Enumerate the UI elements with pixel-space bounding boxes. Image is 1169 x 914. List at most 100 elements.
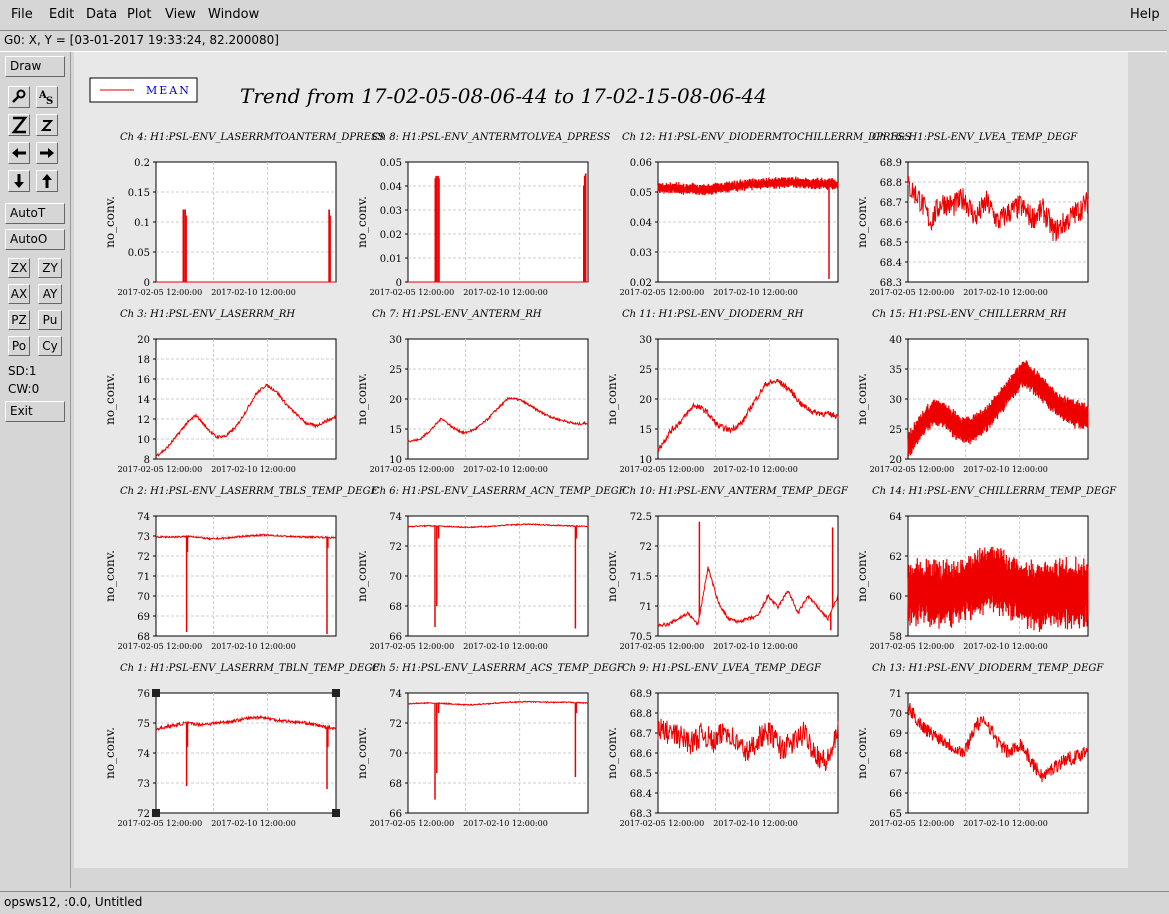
y-axis-label: no_conv. bbox=[355, 550, 369, 602]
y-tick-label: 68.7 bbox=[630, 729, 652, 740]
series-mean-line bbox=[907, 546, 1089, 632]
arrow-left-icon[interactable] bbox=[8, 142, 30, 164]
x-tick-label: 2017-02-05 12:00:00 bbox=[870, 288, 955, 297]
y-axis-label: no_conv. bbox=[103, 196, 117, 248]
status-bar: opsws12, :0.0, Untitled bbox=[0, 891, 1169, 914]
chart-title: Ch 12: H1:PSL-ENV_DIODERMTOCHILLERRM_DPR… bbox=[622, 132, 911, 143]
exit-button[interactable]: Exit bbox=[5, 401, 65, 422]
y-tick-label: 15 bbox=[639, 425, 652, 436]
pu-button[interactable]: Pu bbox=[38, 310, 62, 330]
cy-button[interactable]: Cy bbox=[38, 336, 62, 356]
y-tick-label: 0.2 bbox=[134, 158, 150, 169]
y-tick-label: 58 bbox=[889, 632, 902, 643]
y-tick-label: 20 bbox=[889, 455, 902, 466]
x-tick-label: 2017-02-10 12:00:00 bbox=[463, 288, 548, 297]
y-tick-label: 69 bbox=[889, 729, 902, 740]
y-axis-label: no_conv. bbox=[855, 550, 869, 602]
x-tick-label: 2017-02-05 12:00:00 bbox=[620, 465, 705, 474]
zy-button[interactable]: ZY bbox=[38, 258, 62, 278]
chart-panel-4: Ch 16: H1:PSL-ENV_LVEA_TEMP_DEGF 68.3 68.4… bbox=[855, 132, 1089, 297]
y-tick-label: 70 bbox=[389, 572, 402, 583]
menu-window[interactable]: Window bbox=[208, 7, 260, 22]
y-tick-label: 72 bbox=[389, 719, 402, 730]
zoom-in-small-icon[interactable] bbox=[36, 114, 58, 136]
series-mean-line bbox=[657, 176, 839, 196]
y-tick-label: 30 bbox=[389, 335, 402, 346]
x-tick-label: 2017-02-05 12:00:00 bbox=[870, 465, 955, 474]
x-tick-label: 2017-02-05 12:00:00 bbox=[620, 642, 705, 651]
chart-panels: Ch 4: H1:PSL-ENV_LASERRMTOANTERM_DPRESS 0… bbox=[103, 132, 1117, 828]
magnifier-icon[interactable] bbox=[8, 86, 30, 108]
plot-canvas[interactable]: MEAN Trend from 17-02-05-08-06-44 to 17-… bbox=[74, 52, 1128, 868]
y-axis-label: no_conv. bbox=[103, 727, 117, 779]
menu-edit[interactable]: Edit bbox=[49, 7, 75, 22]
menu-data[interactable]: Data bbox=[86, 7, 118, 22]
ax-button[interactable]: AX bbox=[8, 284, 30, 304]
y-tick-label: 68.8 bbox=[630, 709, 652, 720]
chart-panel-7: Ch 11: H1:PSL-ENV_DIODERM_RH 10 15 20 25 30 20… bbox=[605, 309, 839, 474]
x-tick-label: 2017-02-10 12:00:00 bbox=[963, 819, 1048, 828]
x-tick-label: 2017-02-10 12:00:00 bbox=[211, 642, 296, 651]
series-mean-line bbox=[657, 378, 839, 452]
draw-button[interactable]: Draw bbox=[5, 56, 65, 77]
coordinate-readout: G0: X, Y = [03-01-2017 19:33:24, 82.2000… bbox=[4, 33, 279, 47]
chart-title: Ch 15: H1:PSL-ENV_CHILLERRM_RH bbox=[872, 309, 1067, 320]
arrow-right-icon[interactable] bbox=[36, 142, 58, 164]
y-tick-label: 68.9 bbox=[880, 158, 902, 169]
y-axis-label: no_conv. bbox=[855, 373, 869, 425]
y-tick-label: 25 bbox=[389, 365, 402, 376]
autoo-button[interactable]: AutoO bbox=[5, 229, 65, 250]
y-tick-label: 70 bbox=[137, 592, 150, 603]
x-tick-label: 2017-02-10 12:00:00 bbox=[463, 465, 548, 474]
y-tick-label: 66 bbox=[389, 809, 402, 820]
y-tick-label: 0.01 bbox=[380, 254, 402, 265]
chart-panel-16: Ch 13: H1:PSL-ENV_DIODERM_TEMP_DEGF 65 66 6… bbox=[855, 663, 1104, 828]
menu-plot[interactable]: Plot bbox=[127, 7, 152, 22]
selection-handle-icon bbox=[152, 809, 160, 817]
y-tick-label: 71 bbox=[889, 689, 902, 700]
y-tick-label: 68.9 bbox=[630, 689, 652, 700]
arrow-up-icon[interactable] bbox=[36, 170, 58, 192]
y-tick-label: 74 bbox=[137, 512, 150, 523]
menu-help[interactable]: Help bbox=[1130, 7, 1160, 22]
y-tick-label: 60 bbox=[889, 592, 902, 603]
y-tick-label: 75 bbox=[137, 719, 150, 730]
chart-panel-5: Ch 3: H1:PSL-ENV_LASERRM_RH 8 10 12 14 16 18 20… bbox=[103, 309, 337, 474]
y-tick-label: 0.06 bbox=[630, 158, 652, 169]
y-axis-label: no_conv. bbox=[855, 727, 869, 779]
status-text: opsws12, :0.0, Untitled bbox=[4, 895, 143, 909]
y-tick-label: 70 bbox=[889, 709, 902, 720]
pz-button[interactable]: PZ bbox=[8, 310, 30, 330]
y-tick-label: 67 bbox=[889, 769, 902, 780]
chart-panel-12: Ch 14: H1:PSL-ENV_CHILLERRM_TEMP_DEGF 58 6… bbox=[855, 486, 1117, 651]
x-tick-label: 2017-02-10 12:00:00 bbox=[463, 819, 548, 828]
sd-label: SD:1 bbox=[8, 364, 37, 378]
y-tick-label: 0 bbox=[396, 278, 402, 289]
x-tick-label: 2017-02-05 12:00:00 bbox=[620, 288, 705, 297]
y-tick-label: 65 bbox=[889, 809, 902, 820]
y-tick-label: 68.6 bbox=[880, 218, 902, 229]
y-tick-label: 25 bbox=[639, 365, 652, 376]
y-tick-label: 68.4 bbox=[630, 789, 652, 800]
y-tick-label: 71.5 bbox=[630, 572, 652, 583]
chart-panel-6: Ch 7: H1:PSL-ENV_ANTERM_RH 10 15 20 25 30 2017… bbox=[355, 309, 589, 474]
menu-bar: File Edit Data Plot View Window Help bbox=[0, 0, 1169, 30]
zx-button[interactable]: ZX bbox=[8, 258, 30, 278]
x-tick-label: 2017-02-10 12:00:00 bbox=[713, 642, 798, 651]
menu-file[interactable]: File bbox=[11, 7, 33, 22]
zoom-out-big-icon[interactable] bbox=[8, 114, 30, 136]
arrow-down-icon[interactable] bbox=[8, 170, 30, 192]
y-tick-label: 66 bbox=[889, 789, 902, 800]
po-button[interactable]: Po bbox=[8, 336, 30, 356]
menu-view[interactable]: View bbox=[165, 7, 196, 22]
y-tick-label: 68.3 bbox=[880, 278, 902, 289]
autot-button[interactable]: AutoT bbox=[5, 203, 65, 224]
plot-grid-svg[interactable]: MEAN Trend from 17-02-05-08-06-44 to 17-… bbox=[74, 52, 1128, 868]
y-axis-label: no_conv. bbox=[605, 550, 619, 602]
y-tick-label: 70 bbox=[389, 749, 402, 760]
chart-title: Ch 10: H1:PSL-ENV_ANTERM_TEMP_DEGF bbox=[622, 486, 849, 497]
y-tick-label: 10 bbox=[137, 435, 150, 446]
ay-button[interactable]: AY bbox=[38, 284, 62, 304]
y-axis-label: no_conv. bbox=[103, 550, 117, 602]
